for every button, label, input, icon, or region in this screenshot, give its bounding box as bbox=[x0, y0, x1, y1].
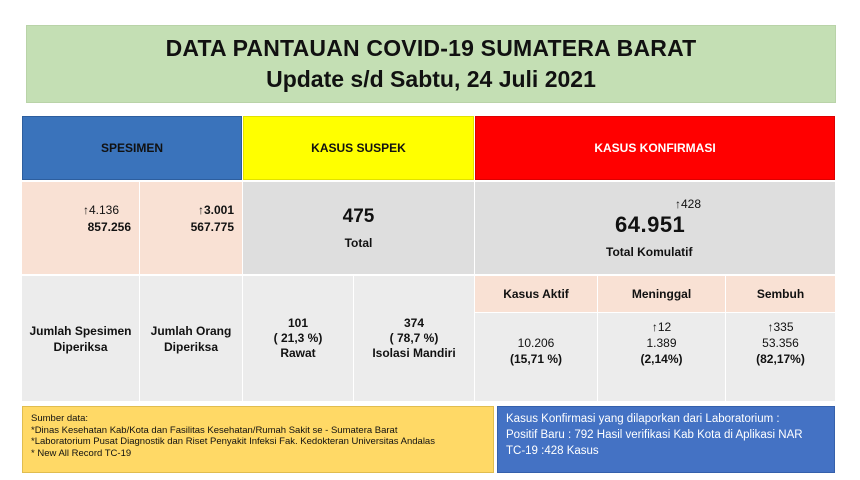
note-line: Positif Baru : 792 Hasil verifikasi Kab … bbox=[506, 429, 803, 441]
sources-note: Sumber data: *Dinas Kesehatan Kab/Kota d… bbox=[22, 406, 494, 473]
page-title: DATA PANTAUAN COVID-19 SUMATERA BARAT bbox=[165, 35, 697, 61]
note-line: TC-19 :428 Kasus bbox=[506, 445, 599, 457]
sembuh-header: Sembuh bbox=[726, 276, 835, 312]
sembuh-value: 53.356 bbox=[762, 336, 799, 350]
source-item: *Laboratorium Pusat Diagnostik dan Riset… bbox=[31, 436, 435, 447]
people-label-cell: Jumlah Orang Diperiksa bbox=[140, 276, 242, 401]
specimen-label-line2: Diperiksa bbox=[53, 339, 108, 354]
isolasi-cell: 374 ( 78,7 %) Isolasi Mandiri bbox=[354, 276, 474, 401]
suspek-total-cell: 475 Total bbox=[243, 182, 474, 274]
title-banner: DATA PANTAUAN COVID-19 SUMATERA BARAT Up… bbox=[26, 25, 836, 103]
specimen-increase: ↑4.136 bbox=[82, 203, 119, 217]
sources-heading: Sumber data: bbox=[31, 413, 89, 424]
meninggal-cell: ↑12 1.389 (2,14%) bbox=[598, 313, 725, 401]
specimen-label-cell: Jumlah Spesimen Diperiksa bbox=[22, 276, 139, 401]
kasus-aktif-value: 10.206 bbox=[517, 336, 555, 350]
sembuh-cell: ↑335 53.356 (82,17%) bbox=[726, 313, 835, 401]
meninggal-value: 1.389 bbox=[646, 336, 677, 350]
source-item: * New All Record TC-19 bbox=[31, 447, 132, 459]
update-date: Update s/d Sabtu, 24 Juli 2021 bbox=[266, 66, 596, 92]
isolasi-value: 374 bbox=[403, 316, 425, 330]
rawat-cell: 101 ( 21,3 %) Rawat bbox=[243, 276, 353, 401]
spesimen-header: SPESIMEN bbox=[22, 116, 242, 180]
note-line: Kasus Konfirmasi yang dilaporkan dari La… bbox=[506, 413, 780, 425]
rawat-percent: ( 21,3 %) bbox=[273, 331, 323, 345]
kasus-aktif-cell: 10.206 (15,71 %) bbox=[475, 313, 597, 401]
specimen-total: 857.256 bbox=[87, 220, 131, 234]
meninggal-increase: ↑12 bbox=[651, 320, 672, 334]
people-label-line1: Jumlah Orang bbox=[150, 323, 232, 338]
rawat-value: 101 bbox=[287, 316, 309, 330]
specimen-count-cell: ↑4.136 857.256 bbox=[22, 182, 139, 274]
konfirmasi-total: 64.951 bbox=[615, 212, 686, 237]
lab-report-note: Kasus Konfirmasi yang dilaporkan dari La… bbox=[497, 406, 835, 473]
meninggal-header: Meninggal bbox=[598, 276, 725, 312]
sembuh-percent: (82,17%) bbox=[756, 352, 805, 366]
suspek-header: KASUS SUSPEK bbox=[243, 116, 474, 180]
isolasi-label: Isolasi Mandiri bbox=[372, 346, 456, 360]
people-increase: ↑3.001 bbox=[197, 203, 234, 217]
konfirmasi-increase: ↑428 bbox=[675, 197, 702, 211]
meninggal-percent: (2,14%) bbox=[640, 352, 683, 366]
kasus-aktif-header: Kasus Aktif bbox=[475, 276, 597, 312]
kasus-aktif-percent: (15,71 %) bbox=[509, 352, 563, 366]
konfirmasi-total-cell: ↑428 64.951 Total Komulatif bbox=[475, 182, 835, 274]
konfirmasi-total-label: Total Komulatif bbox=[606, 245, 693, 259]
konfirmasi-header: KASUS KONFIRMASI bbox=[475, 116, 835, 180]
isolasi-percent: ( 78,7 %) bbox=[389, 331, 439, 345]
people-label-line2: Diperiksa bbox=[163, 339, 219, 354]
rawat-label: Rawat bbox=[280, 346, 316, 360]
suspek-total: 475 bbox=[342, 206, 375, 227]
suspek-total-label: Total bbox=[344, 236, 373, 250]
source-item: *Dinas Kesehatan Kab/Kota dan Fasilitas … bbox=[31, 424, 398, 436]
people-count-cell: ↑3.001 567.775 bbox=[140, 182, 242, 274]
people-total: 567.775 bbox=[190, 220, 234, 234]
specimen-label-line1: Jumlah Spesimen bbox=[29, 323, 132, 338]
sembuh-increase: ↑335 bbox=[767, 320, 794, 334]
